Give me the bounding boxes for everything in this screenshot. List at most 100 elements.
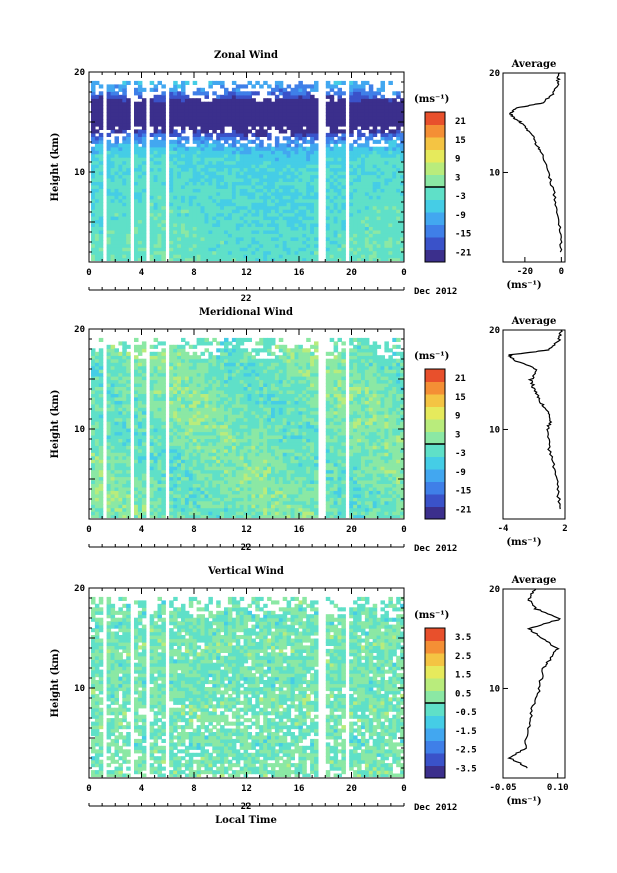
heatmap-cell <box>110 497 116 502</box>
heatmap-cell <box>247 254 252 259</box>
heatmap-cell <box>364 177 370 182</box>
heatmap-cell <box>98 462 104 467</box>
heatmap-cell <box>134 115 139 120</box>
heatmap-cell <box>122 219 127 224</box>
heatmap-cell <box>141 476 147 481</box>
heatmap-cell <box>106 365 112 370</box>
heatmap-cell <box>153 202 159 207</box>
heatmap-cell <box>298 108 303 113</box>
heatmap-cell <box>118 160 123 165</box>
heatmap-cell <box>376 233 382 238</box>
heatmap-cell <box>278 91 284 96</box>
heatmap-cell <box>169 94 174 99</box>
heatmap-cell <box>325 105 331 110</box>
heatmap-cell <box>310 125 315 130</box>
heatmap-cell <box>94 184 100 189</box>
heatmap-cell <box>184 434 190 439</box>
heatmap-cell <box>271 108 276 113</box>
heatmap-cell <box>196 386 202 391</box>
heatmap-cell <box>169 355 174 360</box>
heatmap-cell <box>204 417 209 422</box>
colorbar-swatch <box>425 212 445 225</box>
heatmap-cell <box>114 153 119 158</box>
heatmap-cell <box>196 431 202 436</box>
heatmap-cell <box>118 257 123 261</box>
heatmap-cell <box>94 431 100 436</box>
heatmap-cell <box>110 84 116 89</box>
heatmap-cell <box>181 115 186 120</box>
heatmap-cell <box>235 195 241 200</box>
heatmap-cell <box>231 191 237 196</box>
heatmap-cell <box>141 500 147 505</box>
heatmap-cell <box>106 431 112 436</box>
heatmap-cell <box>196 112 202 117</box>
heatmap-cell <box>282 222 288 227</box>
heatmap-cell <box>106 493 112 498</box>
heatmap-cell <box>122 177 127 182</box>
heatmap-cell <box>298 236 303 241</box>
heatmap-cell <box>298 226 303 231</box>
heatmap-cell <box>173 177 178 182</box>
heatmap-cell <box>118 396 123 401</box>
heatmap-cell <box>173 143 178 148</box>
heatmap-cell <box>372 229 378 234</box>
heatmap-cell <box>94 243 100 248</box>
heatmap-cell <box>169 91 174 96</box>
heatmap-cell <box>325 108 331 113</box>
heatmap-cell <box>137 476 143 481</box>
heatmap-cell <box>247 236 252 241</box>
heatmap-cell <box>302 257 307 261</box>
heatmap-cell <box>177 136 182 141</box>
heatmap-cell <box>267 202 272 207</box>
heatmap-cell <box>126 136 131 141</box>
heatmap-cell <box>306 181 311 186</box>
heatmap-cell <box>314 202 319 207</box>
heatmap-cell <box>220 257 225 261</box>
heatmap-cell <box>294 139 299 144</box>
heatmap-cell <box>110 507 116 512</box>
heatmap-cell <box>294 257 299 261</box>
heatmap-cell <box>141 98 147 103</box>
heatmap-cell <box>294 209 299 214</box>
heatmap-cell <box>137 504 143 509</box>
heatmap-cell <box>364 254 370 259</box>
heatmap-cell <box>263 129 268 134</box>
heatmap-cell <box>314 84 319 89</box>
heatmap-cell <box>137 101 143 106</box>
heatmap-cell <box>137 462 143 467</box>
heatmap-cell <box>204 341 209 346</box>
heatmap-cell <box>153 455 159 460</box>
heatmap-cell <box>94 358 100 363</box>
heatmap-cell <box>91 112 96 117</box>
heatmap-cell <box>126 441 131 446</box>
heatmap-cell <box>227 226 233 231</box>
heatmap-cell <box>141 448 147 453</box>
heatmap-cell <box>177 229 182 234</box>
heatmap-cell <box>235 257 241 261</box>
heatmap-cell <box>357 184 362 189</box>
heatmap-cell <box>286 195 292 200</box>
heatmap-cell <box>306 146 311 151</box>
heatmap-cell <box>91 250 96 255</box>
heatmap-cell <box>274 219 280 224</box>
heatmap-cell <box>384 101 389 106</box>
heatmap-cell <box>349 119 354 124</box>
heatmap-cell <box>149 108 155 113</box>
heatmap-cell <box>184 139 190 144</box>
heatmap-cell <box>204 428 209 433</box>
heatmap-cell <box>349 195 354 200</box>
heatmap-cell <box>98 351 104 356</box>
colorbar-unit: (ms⁻¹) <box>414 94 449 105</box>
heatmap-cell <box>337 136 342 141</box>
heatmap-cell <box>122 195 127 200</box>
heatmap-cell <box>157 438 162 443</box>
heatmap-cell <box>341 108 346 113</box>
heatmap-cell <box>376 146 382 151</box>
heatmap-cell <box>122 369 127 374</box>
heatmap-cell <box>149 219 155 224</box>
heatmap-cell <box>396 167 401 172</box>
heatmap-cell <box>329 212 335 217</box>
heatmap-cell <box>224 122 229 127</box>
heatmap-cell <box>98 195 104 200</box>
